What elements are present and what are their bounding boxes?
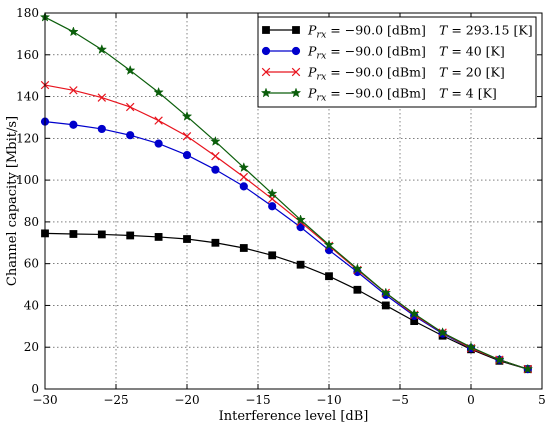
legend-label: Prx = −90.0 [dBm] <box>307 44 426 62</box>
y-tick-label: 180 <box>16 6 39 20</box>
legend-label-temperature: T = 4 [K] <box>439 86 497 101</box>
data-point <box>68 26 79 37</box>
data-point <box>181 110 193 121</box>
legend-label: Prx = −90.0 [dBm] <box>307 86 426 104</box>
data-point <box>522 363 534 374</box>
data-point <box>268 251 277 260</box>
x-tick-label: 5 <box>538 393 546 407</box>
legend-marker <box>291 46 301 56</box>
legend-entry: Prx = −90.0 [dBm] T = 293.15 [K] <box>262 23 533 41</box>
x-tick-label: 0 <box>467 393 475 407</box>
data-point <box>408 308 420 319</box>
data-point <box>353 285 362 294</box>
data-point <box>352 263 363 274</box>
y-tick-label: 80 <box>24 215 39 229</box>
data-point <box>69 120 78 129</box>
data-point <box>182 132 192 141</box>
data-point <box>239 172 249 182</box>
series-line <box>44 232 528 370</box>
x-tick-label: −25 <box>103 393 128 407</box>
data-point <box>238 162 250 173</box>
data-point <box>437 327 448 338</box>
data-point <box>295 214 306 225</box>
data-point <box>96 44 108 55</box>
data-point <box>154 139 163 148</box>
y-tick-label: 100 <box>16 173 39 187</box>
data-point <box>296 260 305 269</box>
data-point <box>210 135 221 146</box>
legend-box <box>257 16 537 108</box>
legend-marker <box>290 87 302 98</box>
legend-label-temperature: T = 40 [K] <box>439 44 505 59</box>
data-point <box>153 86 164 97</box>
y-tick-label: 0 <box>31 382 39 396</box>
data-point <box>97 124 106 134</box>
series-layer <box>39 11 534 374</box>
series-2 <box>40 80 533 374</box>
legend-marker <box>292 26 300 34</box>
data-point <box>97 230 106 239</box>
data-point <box>266 188 278 199</box>
data-point <box>380 287 392 298</box>
data-point <box>296 223 305 232</box>
series-3 <box>39 11 534 374</box>
data-point <box>154 233 163 241</box>
legend-marker <box>291 67 301 77</box>
x-axis-title: Interference level [dB] <box>219 409 369 424</box>
x-tick-label: −5 <box>391 393 409 407</box>
data-point <box>154 116 163 125</box>
series-line <box>44 121 528 370</box>
ticks: −30 −25 −20 −15 −10 −5 0 5 0 20 40 60 80 100 120 140 160… <box>16 6 546 407</box>
x-tick-label: −30 <box>32 393 57 407</box>
series-0 <box>41 229 532 374</box>
x-tick-label: −20 <box>174 393 199 407</box>
data-point <box>465 341 477 352</box>
y-tick-label: 40 <box>24 298 39 312</box>
y-tick-label: 60 <box>24 257 39 271</box>
y-tick-label: 140 <box>16 90 39 104</box>
legend-marker <box>260 87 272 98</box>
data-point <box>124 64 136 75</box>
y-tick-label: 20 <box>24 340 39 354</box>
data-point <box>239 244 248 252</box>
data-point <box>323 239 335 250</box>
data-point <box>268 202 277 211</box>
data-point <box>211 165 220 174</box>
x-tick-label: −10 <box>316 393 341 407</box>
series-line <box>44 84 528 370</box>
data-point <box>494 354 505 365</box>
data-point <box>182 150 192 160</box>
legend-marker <box>261 67 271 77</box>
data-point <box>239 182 248 191</box>
plot-frame <box>44 12 543 390</box>
legend-marker <box>261 46 271 56</box>
data-point <box>126 131 135 140</box>
y-tick-label: 120 <box>16 131 39 145</box>
data-point <box>69 230 78 238</box>
legend-marker <box>262 26 270 34</box>
series-1 <box>40 117 532 374</box>
data-point <box>69 86 78 95</box>
data-point <box>211 151 220 161</box>
y-axis-title: Channel capacity [Mbit/s] <box>5 116 20 286</box>
legend: Prx = −90.0 [dBm] T = 293.15 [K]Prx = −90… <box>257 16 537 108</box>
legend-entry: Prx = −90.0 [dBm] T = 40 [K] <box>261 44 505 62</box>
data-point <box>125 102 135 112</box>
data-point <box>211 238 220 247</box>
data-point <box>183 235 191 243</box>
legend-label-temperature: T = 20 [K] <box>439 65 505 80</box>
legend-label-temperature: T = 293.15 [K] <box>439 23 533 38</box>
data-point <box>381 301 390 310</box>
data-point <box>126 231 135 240</box>
legend-entry: Prx = −90.0 [dBm] T = 4 [K] <box>260 86 497 104</box>
y-tick-label: 160 <box>16 48 39 62</box>
series-line <box>44 16 528 370</box>
data-point <box>325 272 333 281</box>
legend-label: Prx = −90.0 [dBm] <box>307 65 426 83</box>
legend-entry: Prx = −90.0 [dBm] T = 20 [K] <box>261 65 505 83</box>
data-point <box>97 93 107 102</box>
x-tick-label: −15 <box>245 393 270 407</box>
legend-label: Prx = −90.0 [dBm] <box>307 23 426 41</box>
